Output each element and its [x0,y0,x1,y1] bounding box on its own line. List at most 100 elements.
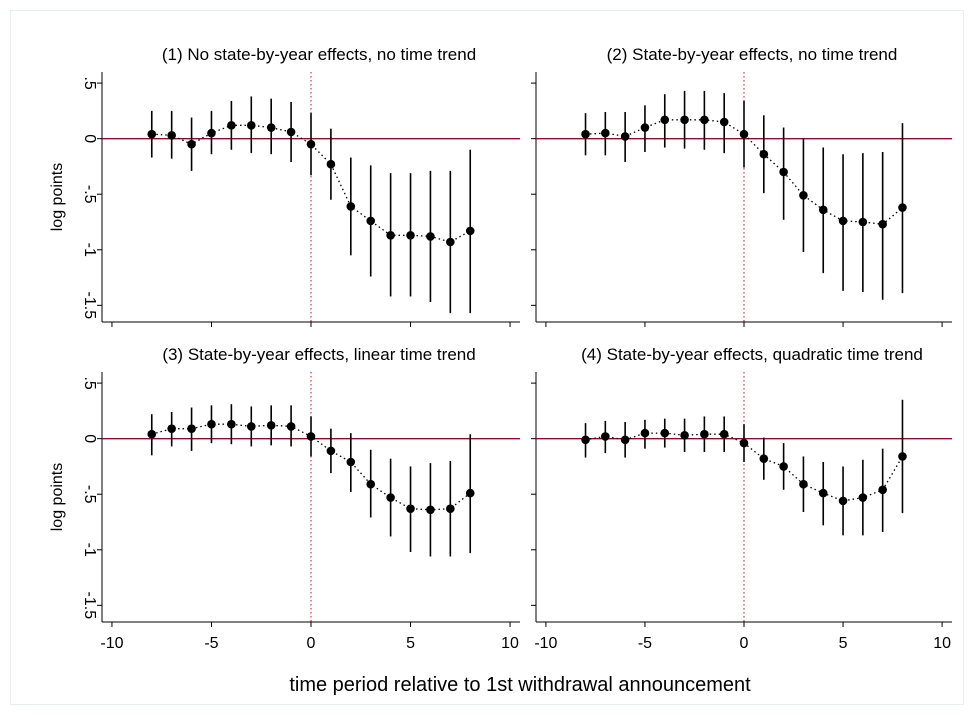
point-estimate [759,149,769,159]
point-estimate [346,202,356,211]
point-estimate [227,121,236,130]
x-tick-label: 10 [501,635,519,652]
point-estimate [799,479,808,489]
panel-2: (2) State-by-year effects, no time trend [531,45,952,327]
point-estimate [700,115,709,125]
panel-title: (1) No state-by-year effects, no time tr… [162,45,476,64]
y-axis-title: log points [49,463,66,532]
point-estimate [426,232,435,241]
panel-4: (4) State-by-year effects, quadratic tim… [531,345,952,652]
point-estimate [838,496,848,506]
y-tick-label: -1 [81,543,98,557]
point-estimate [227,419,236,429]
point-estimate [286,422,296,431]
point-estimate [346,457,356,467]
point-estimate [246,422,256,431]
panels: (1) No state-by-year effects, no time tr… [49,45,952,652]
point-estimate [446,237,455,247]
y-tick-label: 0 [81,434,98,443]
y-tick-label: -.5 [81,485,98,504]
point-estimate [266,421,276,430]
point-estimate [680,115,689,125]
y-tick-label: -1.5 [81,592,98,620]
panel-title: (4) State-by-year effects, quadratic tim… [581,345,923,364]
point-estimate [898,203,907,212]
point-estimate [306,139,316,149]
point-estimate [207,419,216,429]
point-estimate [147,129,157,139]
point-estimate [386,231,395,240]
point-estimate [581,435,590,445]
point-estimate [680,431,689,440]
point-estimate [286,127,296,137]
point-estimate [406,504,415,513]
x-tick-label: 5 [839,635,848,652]
x-tick-label: -5 [204,635,218,652]
estimate-connector-line [151,124,471,243]
point-estimate [719,117,729,127]
point-estimate [187,424,196,433]
point-estimate [446,504,455,513]
point-estimate [818,488,828,498]
point-estimate [858,493,868,502]
point-estimate [581,129,590,139]
point-estimate [878,485,887,495]
point-estimate [366,479,376,489]
x-tick-label: 10 [933,635,951,652]
y-tick-label: -1 [81,243,98,257]
point-estimate [640,123,650,132]
point-estimate [660,428,670,438]
panel-title: (3) State-by-year effects, linear time t… [162,345,475,364]
point-estimate [898,452,907,461]
point-estimate [620,132,630,141]
point-estimate [326,446,336,456]
point-estimate [739,438,749,448]
x-tick-label: -10 [534,635,557,652]
point-estimate [207,128,216,138]
y-tick-label: -.5 [81,185,98,204]
x-tick-label: -10 [100,635,123,652]
point-estimate [719,429,729,439]
point-estimate [878,219,887,229]
point-estimate [818,205,828,215]
point-estimate [858,217,868,227]
point-estimate [700,429,709,439]
outer-border [10,10,964,705]
point-estimate [759,454,769,463]
y-tick-label: -1.5 [81,292,98,320]
point-estimate [366,216,376,226]
point-estimate [739,129,749,139]
point-estimate [167,424,176,433]
point-estimate [465,488,475,498]
panel-1: (1) No state-by-year effects, no time tr… [49,45,520,327]
point-estimate [660,115,670,125]
point-estimate [465,226,475,236]
y-tick-label: .5 [81,376,98,389]
point-estimate [779,167,788,177]
point-estimate [266,123,276,132]
estimate-connector-line [585,119,903,225]
point-estimate [326,159,336,169]
panel-3: (3) State-by-year effects, linear time t… [49,345,520,652]
x-tick-label: -5 [638,635,652,652]
point-estimate [167,131,176,140]
point-estimate [601,128,610,138]
point-estimate [406,231,415,240]
point-estimate [246,121,256,130]
point-estimate [386,493,395,502]
point-estimate [306,432,316,441]
point-estimate [640,428,650,438]
figure-x-axis-label: time period relative to 1st withdrawal a… [289,674,751,696]
y-axis-title: log points [49,163,66,232]
x-tick-label: 5 [406,635,415,652]
point-estimate [779,462,788,471]
y-tick-label: 0 [81,134,98,143]
point-estimate [838,216,848,226]
point-estimate [426,505,435,515]
x-tick-label: 0 [740,635,749,652]
point-estimate [187,139,196,149]
point-estimate [601,432,610,441]
point-estimate [620,435,630,445]
x-tick-label: 0 [307,635,316,652]
